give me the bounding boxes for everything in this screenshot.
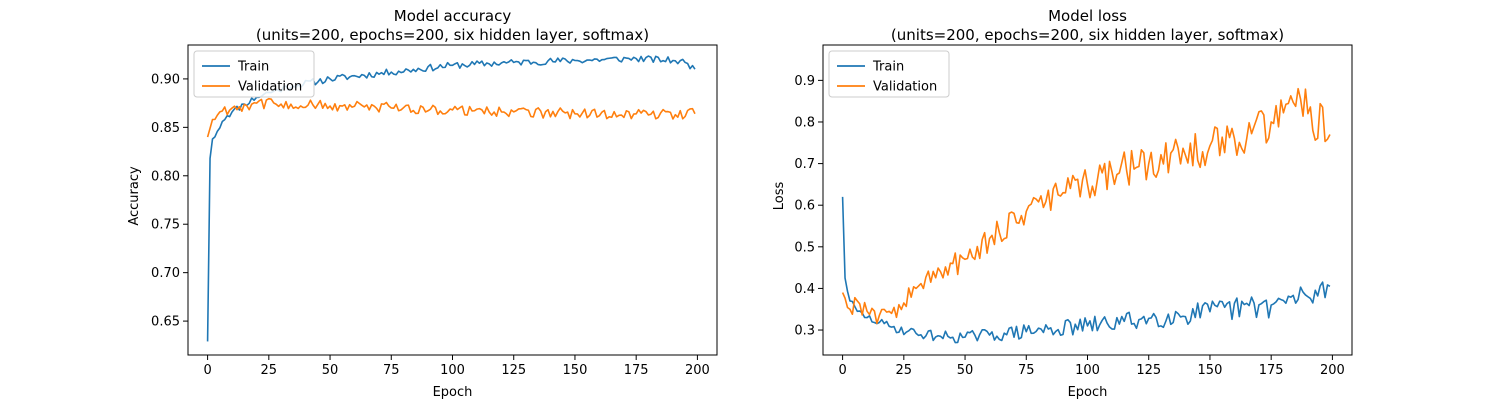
- accuracy-ytick-label: 0.80: [151, 169, 180, 184]
- accuracy-xtick-label: 75: [383, 363, 400, 378]
- loss-series-lines: [841, 87, 1331, 344]
- loss-xtick-label: 0: [838, 363, 846, 378]
- loss-legend-label-train: Train: [872, 60, 904, 75]
- accuracy-ytick-label: 0.65: [151, 315, 180, 330]
- loss-xtick-label: 25: [896, 363, 913, 378]
- loss-chart-title: Model loss: [1048, 7, 1127, 25]
- loss-xtick-label: 100: [1075, 363, 1100, 378]
- accuracy-validation-line: [206, 97, 696, 138]
- loss-ytick-label: 0.8: [794, 115, 815, 130]
- accuracy-ytick-label: 0.90: [151, 72, 180, 87]
- accuracy-legend-label-train: Train: [237, 60, 269, 75]
- accuracy-xtick-label: 125: [501, 363, 526, 378]
- accuracy-xtick-label: 0: [203, 363, 211, 378]
- loss-ytick-label: 0.7: [794, 157, 815, 172]
- accuracy-ytick-label: 0.75: [151, 218, 180, 233]
- accuracy-train-line: [206, 55, 696, 342]
- loss-xtick-label: 150: [1198, 363, 1223, 378]
- loss-ytick-label: 0.5: [794, 240, 815, 255]
- loss-ytick-label: 0.3: [794, 324, 815, 339]
- accuracy-chart: Model accuracy (units=200, epochs=200, s…: [127, 7, 718, 400]
- loss-xtick-label: 175: [1259, 363, 1284, 378]
- loss-ylabel: Loss: [772, 182, 787, 211]
- accuracy-xtick-label: 100: [440, 363, 465, 378]
- accuracy-xtick-label: 25: [261, 363, 278, 378]
- accuracy-legend: Train Validation: [193, 50, 315, 98]
- loss-xtick-label: 75: [1018, 363, 1035, 378]
- loss-xlabel: Epoch: [1068, 385, 1108, 400]
- accuracy-xtick-label: 150: [563, 363, 588, 378]
- accuracy-xtick-label: 200: [685, 363, 710, 378]
- loss-ytick-label: 0.4: [794, 282, 815, 297]
- loss-xtick-label: 200: [1320, 363, 1345, 378]
- accuracy-ytick-label: 0.85: [151, 121, 180, 136]
- loss-train-line: [841, 196, 1331, 344]
- loss-validation-line: [841, 87, 1331, 325]
- accuracy-xtick-label: 175: [624, 363, 649, 378]
- accuracy-series-lines: [206, 55, 696, 342]
- accuracy-xtick-label: 50: [322, 363, 339, 378]
- loss-chart-subtitle: (units=200, epochs=200, six hidden layer…: [891, 26, 1284, 44]
- accuracy-chart-title: Model accuracy: [394, 7, 512, 25]
- accuracy-chart-subtitle: (units=200, epochs=200, six hidden layer…: [256, 26, 649, 44]
- accuracy-legend-label-validation: Validation: [238, 80, 302, 95]
- loss-xtick-label: 50: [957, 363, 974, 378]
- loss-ytick-label: 0.6: [794, 199, 815, 214]
- loss-legend: Train Validation: [828, 50, 950, 98]
- accuracy-xlabel: Epoch: [433, 385, 473, 400]
- loss-ytick-label: 0.9: [794, 74, 815, 89]
- accuracy-ytick-label: 0.70: [151, 266, 180, 281]
- loss-xtick-label: 125: [1136, 363, 1161, 378]
- loss-legend-label-validation: Validation: [873, 80, 937, 95]
- loss-chart: Model loss (units=200, epochs=200, six h…: [772, 7, 1353, 400]
- accuracy-ylabel: Accuracy: [127, 166, 142, 226]
